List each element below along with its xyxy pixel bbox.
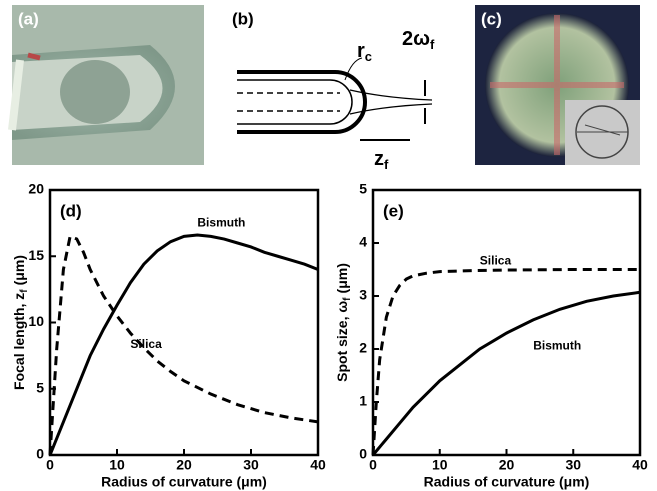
y-tick-label: 20 bbox=[28, 181, 44, 197]
x-tick-label: 20 bbox=[176, 457, 192, 473]
x-tick-label: 20 bbox=[499, 457, 515, 473]
label-sub: c bbox=[365, 49, 372, 64]
photo-a: (a) bbox=[12, 5, 204, 165]
y-tick-label: 15 bbox=[28, 247, 44, 263]
y-tick-label: 1 bbox=[359, 393, 367, 409]
y-axis-label: Focal length, zf (μm) bbox=[11, 255, 30, 390]
label-sub: f bbox=[430, 37, 435, 52]
series-label: Bismuth bbox=[533, 339, 581, 353]
series-label: Silica bbox=[130, 337, 162, 351]
diagram-label: 2ωf bbox=[402, 28, 435, 52]
plot-frame bbox=[373, 190, 640, 455]
label-main: r bbox=[357, 40, 365, 62]
x-tick-label: 40 bbox=[632, 457, 648, 473]
series-line bbox=[373, 292, 640, 455]
series-label: Silica bbox=[480, 254, 512, 268]
panel-label: (c) bbox=[481, 9, 502, 28]
y-label-main: Spot size, ω bbox=[334, 301, 350, 382]
plot-frame bbox=[50, 190, 318, 455]
x-tick-label: 10 bbox=[109, 457, 125, 473]
x-tick-label: 30 bbox=[243, 457, 259, 473]
series-line bbox=[50, 236, 318, 455]
y-label-unit: (μm) bbox=[334, 263, 350, 293]
y-label-main: Focal length, z bbox=[11, 293, 27, 390]
label-sub: f bbox=[384, 157, 389, 172]
figure: (a) (b) rc 2ωf zf (c) 01020304005101520B… bbox=[0, 0, 657, 491]
y-tick-label: 10 bbox=[28, 313, 44, 329]
y-tick-label: 5 bbox=[359, 181, 367, 197]
y-axis-label: Spot size, ωf (μm) bbox=[334, 263, 353, 382]
y-tick-label: 5 bbox=[36, 379, 44, 395]
y-label-unit: (μm) bbox=[11, 255, 27, 285]
y-tick-label: 0 bbox=[359, 446, 367, 462]
panel-label: (e) bbox=[383, 201, 404, 220]
y-tick-label: 0 bbox=[36, 446, 44, 462]
y-tick-label: 3 bbox=[359, 287, 367, 303]
panel-label: (a) bbox=[18, 9, 39, 28]
label-main: z bbox=[374, 148, 384, 170]
y-label-sub: f bbox=[342, 297, 353, 301]
y-label-sub: f bbox=[19, 289, 30, 293]
x-tick-label: 40 bbox=[310, 457, 326, 473]
panel-label: (b) bbox=[232, 9, 254, 28]
panel-label: (d) bbox=[60, 201, 82, 220]
diagram-b: (b) rc 2ωf zf bbox=[232, 9, 435, 172]
y-tick-label: 4 bbox=[359, 234, 367, 250]
y-tick-label: 2 bbox=[359, 340, 367, 356]
diagram-label: rc bbox=[357, 40, 372, 64]
x-tick-label: 0 bbox=[46, 457, 54, 473]
x-tick-label: 0 bbox=[369, 457, 377, 473]
x-tick-label: 10 bbox=[432, 457, 448, 473]
x-axis-label: Radius of curvature (μm) bbox=[101, 474, 267, 490]
x-axis-label: Radius of curvature (μm) bbox=[424, 474, 590, 490]
series-label: Bismuth bbox=[197, 215, 245, 229]
x-tick-label: 30 bbox=[565, 457, 581, 473]
photo-c: (c) bbox=[475, 5, 640, 165]
diagram-label: zf bbox=[374, 148, 389, 172]
label-main: 2ω bbox=[402, 28, 430, 50]
